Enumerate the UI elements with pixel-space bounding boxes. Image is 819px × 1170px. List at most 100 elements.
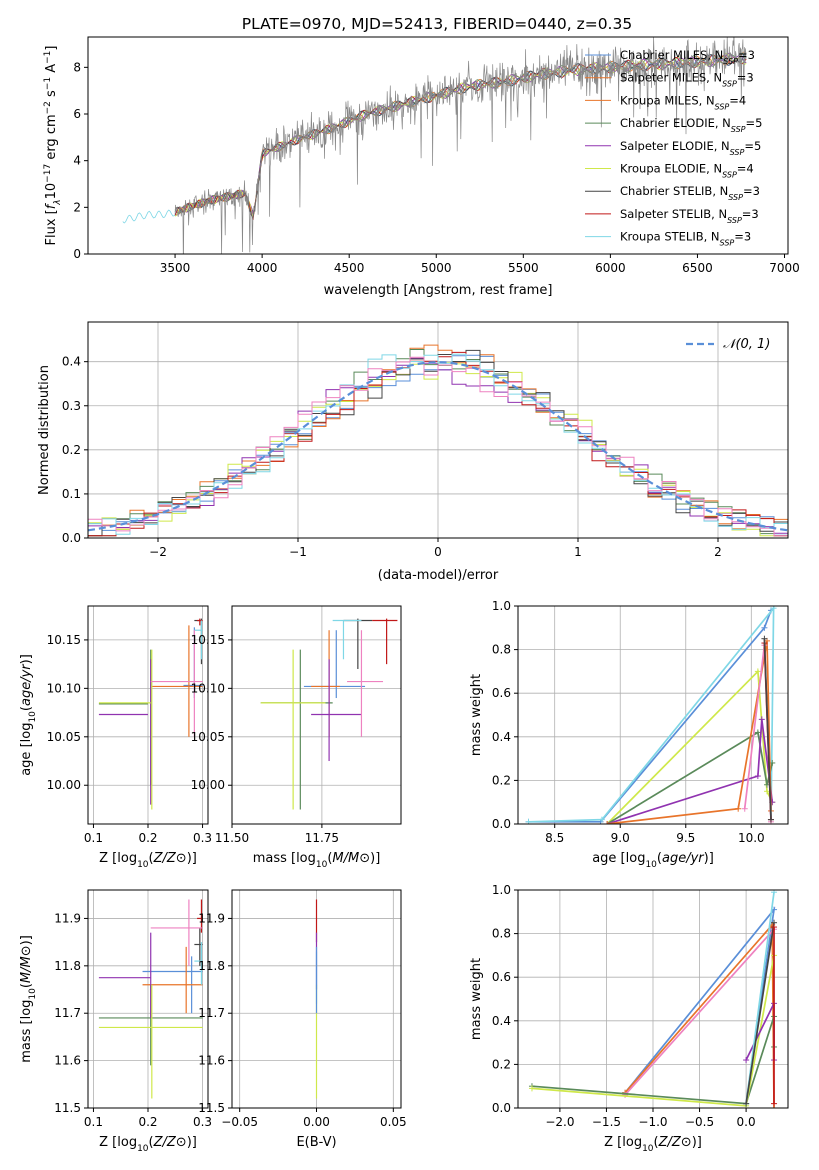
y-tick-label: 0.8 [492,927,511,941]
label-part: age/yr [662,851,705,866]
y-axis-label: mass [log10(M/M⊙)] [19,935,38,1063]
label-part: Z [log [99,1135,137,1150]
y-tick-label: 0.4 [492,1014,511,1028]
residual-histogram-panel: −2 −1 0 1 2 0.0 0.1 0.2 0.3 0.4 𝒩(0, 1) (data-model… [37,321,789,583]
legend-sub: SSP [720,238,735,247]
y-tick-label: 11.5 [198,1101,225,1115]
y-tick-label: 10.00 [191,778,225,792]
label-part: Z/Z⊙ [153,1135,187,1150]
x-tick-label: −0.5 [685,1115,714,1129]
y-axis-label: Flux [fλ10−17 erg cm−2 s−1 A−1] [43,46,63,246]
x-axis-label: mass [log10(M/M⊙)] [253,851,381,870]
y-tick-label: 10.05 [47,730,81,744]
plot-area [88,344,788,537]
x-tick-label: 0.3 [193,831,212,845]
mass-weight-line-chabrier_stelib [745,922,775,1104]
x-tick-label: 4000 [247,261,278,275]
y-axis-label: mass weight [469,674,484,756]
y-tick-label: 0.0 [492,1101,511,1115]
legend-text: Kroupa ELODIE, N [620,162,722,176]
mass-weight-line-chabrier_miles [528,610,772,823]
x-axis-label: Z [log10(Z/Z⊙)] [604,1135,702,1154]
legend-entry: Kroupa MILES, NSSP=4 [620,93,746,111]
label-part: ( [657,851,662,866]
y-tick-label: 4 [73,154,81,168]
plot-area [98,899,203,1099]
x-axis-label: Z [log10(Z/Z⊙)] [99,851,197,870]
x-tick-label: 8.5 [545,831,564,845]
y-tick-label: 0.8 [492,643,511,657]
label-part: 10 [316,860,328,870]
legend-entry: 𝒩(0, 1) [723,337,770,352]
label-part: Z/Z⊙ [658,1135,692,1150]
x-tick-label: 6000 [595,261,626,275]
x-tick-label: 6500 [682,261,713,275]
legend-text: =3 [737,71,754,85]
mass-weight-line-pink [624,928,775,1096]
x-tick-label: −1.0 [638,1115,667,1129]
x-axis-label: (data-model)/error [378,568,499,583]
legend-text: Kroupa MILES, N [620,93,715,107]
label-part: M/M⊙ [332,851,370,866]
legend-text: Salpeter ELODIE, N [620,139,730,153]
y-tick-label: 11.8 [54,959,81,973]
label-part: Normed distribution [37,365,52,495]
axes-frame [517,605,789,825]
x-tick-label: 0.2 [138,1115,157,1129]
x-tick-label: 11.75 [305,831,339,845]
label-part: )] [704,851,714,866]
label-part: ( [19,706,34,711]
x-axis-label: Z [log10(Z/Z⊙)] [99,1135,197,1154]
x-tick-label: 0.1 [84,1115,103,1129]
y-axis-label: Normed distribution [37,365,52,495]
legend-sub: SSP [723,57,738,66]
legend-entry: Salpeter ELODIE, NSSP=5 [620,139,761,157]
y-tick-label: 0.1 [62,487,81,501]
legend-text: Chabrier ELODIE, N [620,116,731,130]
y-tick-label: 0.2 [492,1057,511,1071]
y-tick-label: 0.3 [62,399,81,413]
x-axis-label: wavelength [Angstrom, rest frame] [324,283,553,298]
label-part: )] [19,654,34,664]
x-tick-label: 0.3 [193,1115,212,1129]
legend-text: =5 [746,116,763,130]
legend-text: =3 [742,207,759,221]
x-tick-label: −0.05 [221,1115,258,1129]
legend-entry: Salpeter MILES, NSSP=3 [620,71,754,89]
label-part: wavelength [Angstrom, rest frame] [324,283,553,298]
legend-entry: Chabrier ELODIE, NSSP=5 [620,116,762,134]
plot-area [260,618,398,810]
legend-sub: SSP [730,147,745,156]
legend-entry: Chabrier STELIB, NSSP=3 [620,184,760,202]
legend-entry: Kroupa STELIB, NSSP=3 [620,230,751,248]
label-part: M/M⊙ [19,945,34,983]
mass-weight-line-chabrier_stelib [763,638,772,820]
x-tick-label: 5500 [508,261,539,275]
label-part: )] [187,1135,197,1150]
label-part: λ [53,199,63,205]
x-axis-label: E(B-V) [296,1135,336,1150]
label-part: 10 [44,183,59,200]
label-part: 10 [28,711,38,723]
label-part: ] [44,46,59,51]
x-tick-label: 9.5 [676,831,695,845]
y-tick-label: 0.0 [492,817,511,831]
y-tick-label: 0.6 [492,686,511,700]
x-tick-label: 9.0 [611,831,630,845]
y-tick-label: 0.2 [492,773,511,787]
x-axis-label: age [log10(age/yr)] [592,851,714,870]
label-part: age [log [592,851,645,866]
legend-text: Salpeter STELIB, N [620,207,727,221]
legend-text: Chabrier STELIB, N [620,184,728,198]
y-tick-label: 0.4 [62,355,81,369]
legend-entry: Salpeter STELIB, NSSP=3 [620,207,759,225]
label-part: 10 [645,860,657,870]
label-part: )] [19,935,34,945]
y-tick-label: 0.2 [62,443,81,457]
mass-vs-metallicity-panel: 0.1 0.2 0.311.511.611.711.811.9Z [log10(Z/… [19,889,212,1154]
label-part: mass [log [253,851,316,866]
label-part: )] [692,1135,702,1150]
